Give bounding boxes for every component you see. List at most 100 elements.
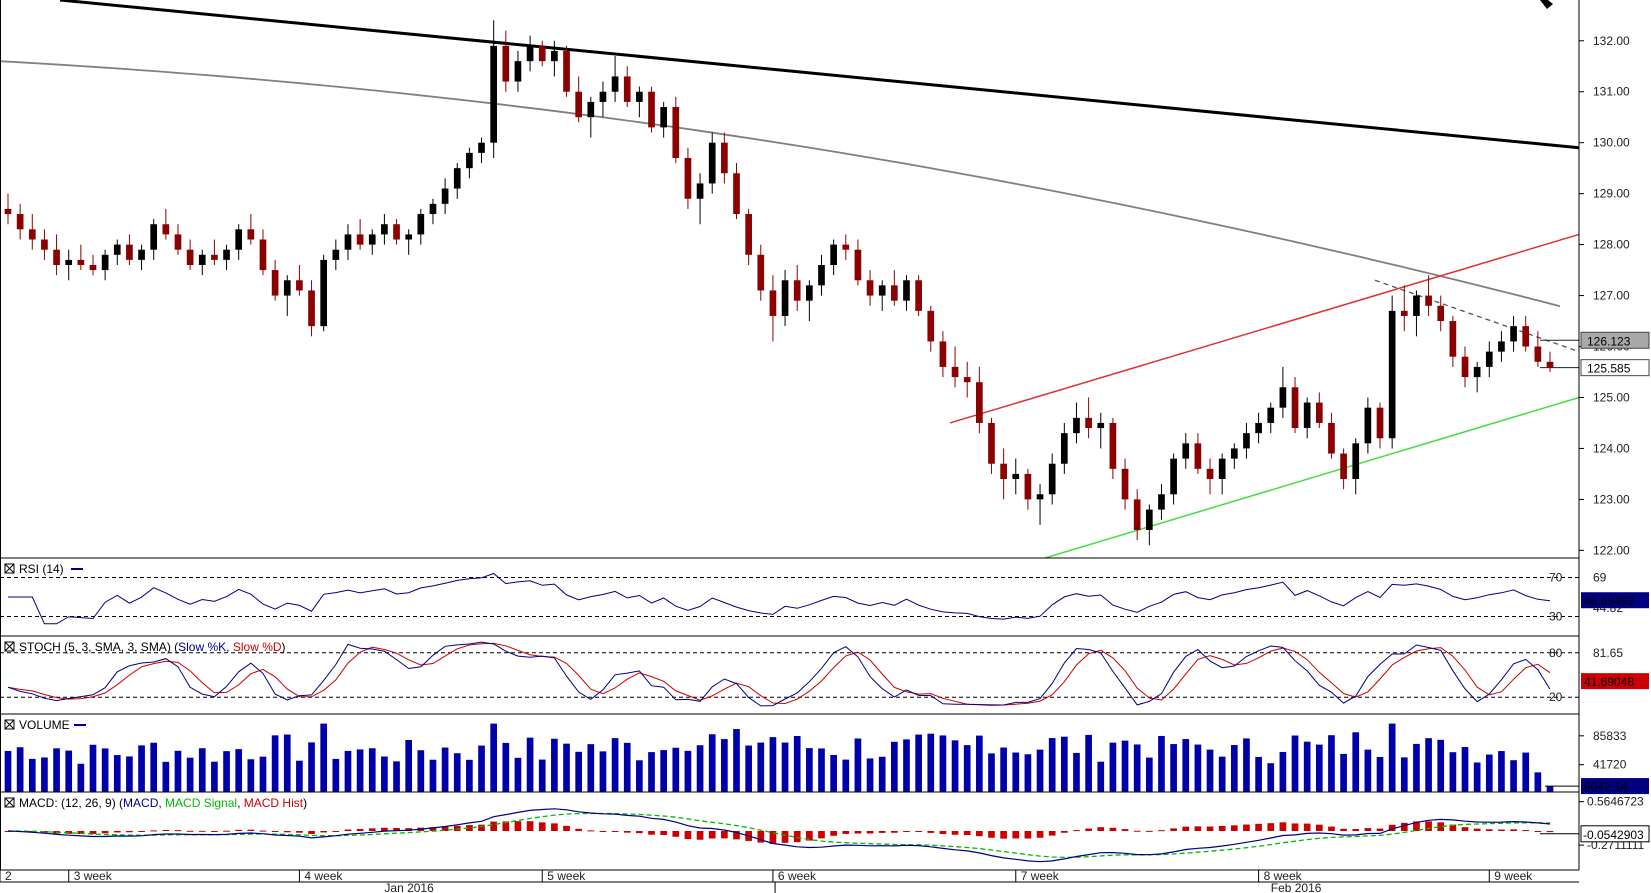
macd-hist-bar [162, 829, 170, 831]
macd-hist-bar [271, 831, 279, 832]
volume-value: 9042.14 [1584, 780, 1628, 794]
candle-body [1364, 407, 1372, 444]
candle-body [1145, 509, 1153, 530]
macd-hist-bar [1230, 825, 1238, 831]
stoch-value: 41.69048 [1584, 675, 1634, 689]
macd-hist-bar [1546, 831, 1554, 833]
volume-bar [781, 742, 789, 792]
macd-hist-bar [563, 825, 570, 831]
macd-hist-bar [1498, 829, 1505, 831]
stoch-close-icon-x [4, 641, 15, 652]
macd-hist-bar [951, 831, 959, 835]
candle-body [927, 310, 935, 342]
candle-body [1473, 366, 1481, 378]
volume-bar [53, 748, 60, 792]
rsi-level-70: 70 [1549, 571, 1563, 585]
candle-body [1534, 346, 1542, 362]
macd-hist-bar [1194, 826, 1202, 831]
volume-bar [818, 748, 825, 792]
volume-bar [1109, 742, 1117, 792]
macd-label-label_macd: MACD [123, 796, 159, 810]
volume-bar [806, 748, 813, 792]
volume-bar [174, 750, 182, 792]
candle-body [1291, 387, 1299, 429]
rsi-close-icon-x [4, 563, 15, 574]
candle-body [126, 244, 133, 260]
volume-bar [1255, 756, 1262, 792]
candle-body [672, 107, 680, 158]
candle-body [806, 285, 813, 301]
current-price-tag-box [1580, 359, 1650, 377]
volume-bar [538, 759, 546, 792]
candle-body [466, 152, 473, 169]
candle-body [138, 249, 145, 260]
candle-body [623, 76, 631, 102]
candle-body [368, 234, 376, 245]
candle-body [1182, 443, 1190, 459]
candle-body [611, 76, 619, 92]
candle-body [745, 214, 752, 255]
y-tick-label: 124.00 [1593, 441, 1630, 455]
stoch-panel [0, 641, 1579, 707]
macd-label-label_sep: , [237, 796, 244, 810]
candle-body [1485, 351, 1493, 367]
macd-hist-bar [757, 831, 765, 843]
macd-hist-bar [611, 831, 619, 832]
y-tick-label: 123.00 [1593, 492, 1630, 506]
candle-body [599, 91, 607, 102]
candle-body [174, 234, 182, 250]
volume-bar [344, 750, 352, 792]
candle-body [393, 224, 400, 240]
macd-hist-bar [1328, 826, 1335, 831]
candle-body [684, 157, 692, 199]
x-week-label: 7 week [1021, 869, 1060, 883]
volume-bar [660, 750, 667, 792]
volume-bar [708, 734, 716, 792]
macd-hist-bar [1485, 829, 1493, 831]
volume-bar [1121, 740, 1129, 792]
macd-hist-bar [648, 831, 655, 835]
rsi-label: RSI (14) [19, 562, 64, 576]
candle-body [563, 50, 570, 92]
candle-body [211, 254, 218, 260]
candle-body [113, 244, 121, 255]
candle-body [41, 239, 48, 250]
volume-bar [1085, 734, 1092, 792]
candle-body [1340, 453, 1347, 480]
macd-hist-bar [636, 831, 643, 834]
volume-bar [89, 744, 97, 792]
volume-bar [356, 749, 364, 792]
y-tick-label: 130.00 [1593, 136, 1630, 150]
candle-body [526, 45, 534, 62]
candle-body [1546, 361, 1554, 368]
candle-body [259, 239, 267, 271]
candle-body [830, 244, 837, 265]
volume-bar [1534, 772, 1542, 792]
stoch-value-box [1581, 673, 1649, 690]
macd-hist-bar [806, 831, 813, 841]
volume-bar [417, 750, 425, 792]
volume-bar [866, 758, 874, 792]
volume-bar [1230, 745, 1238, 792]
volume-bar [368, 748, 376, 792]
volume-bar [126, 756, 133, 792]
candle-body [1012, 473, 1020, 480]
macd-hist-bar [1400, 822, 1408, 831]
candle-body [1109, 422, 1117, 469]
candle-body [1510, 326, 1517, 342]
macd-hist-bar [89, 831, 97, 834]
macd-hist-bar [1534, 831, 1542, 832]
candle-body [1218, 458, 1226, 480]
macd-hist-bar [1473, 828, 1481, 831]
macd-hist-bar [453, 825, 461, 831]
macd-hist-bar [1510, 829, 1517, 831]
candle-body [721, 142, 728, 174]
macd-hist-bar [1364, 828, 1372, 831]
volume-bar [975, 735, 983, 792]
macd-hist-bar [308, 831, 315, 834]
volume-bar [1340, 753, 1347, 792]
y-tick-label: 132.00 [1593, 34, 1630, 48]
volume-bar [429, 759, 437, 792]
candle-body [587, 101, 595, 118]
volume-bar [1000, 747, 1007, 792]
